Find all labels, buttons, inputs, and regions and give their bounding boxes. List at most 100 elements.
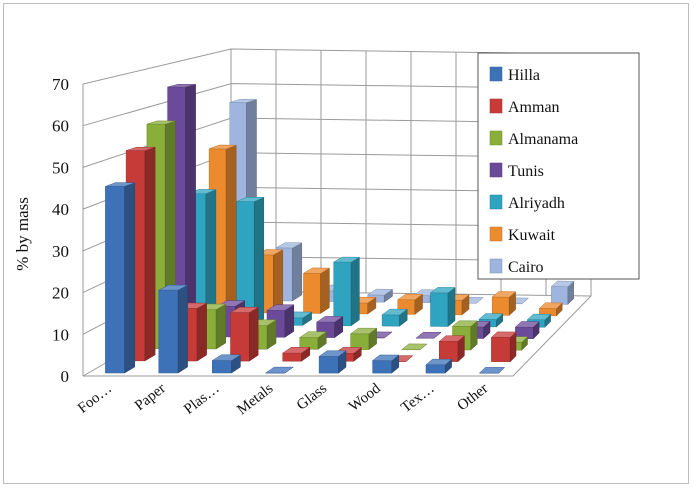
bar-side-face — [320, 267, 330, 314]
x-tick-label: Glass — [294, 380, 330, 413]
bar-side-face — [144, 146, 156, 362]
bar-top-face — [315, 316, 344, 323]
bar-top-face — [167, 84, 196, 88]
bar — [298, 331, 328, 350]
bar-top-face — [397, 293, 424, 301]
bar-top-face — [381, 308, 408, 316]
bar-top-face — [146, 120, 176, 125]
bar — [318, 350, 347, 374]
bar — [438, 335, 466, 363]
bar-chart-3d: 0 10 20 30 40 50 60 70 % by mass Foo… Paper Plas… Me… — [13, 48, 640, 418]
bar-top-face — [236, 196, 264, 202]
legend-swatch — [489, 66, 503, 82]
bar — [349, 327, 378, 351]
bar-top-face — [538, 302, 563, 309]
legend-swatch — [489, 130, 503, 146]
bar — [105, 182, 136, 374]
bar-top-face — [229, 98, 257, 103]
bar-front-face — [430, 292, 449, 327]
bar — [490, 331, 517, 363]
y-tick-label: 70 — [52, 75, 69, 94]
bar-side-face — [273, 249, 284, 314]
bar-top-face — [429, 287, 456, 294]
bar — [211, 354, 242, 374]
legend-swatch — [489, 98, 503, 114]
bar — [332, 256, 361, 327]
bar-top-face — [126, 146, 156, 151]
bar — [366, 288, 394, 303]
bar-top-face — [264, 366, 294, 374]
x-tick-label: Foo… — [75, 381, 115, 417]
bar-top-face — [302, 267, 331, 274]
bar — [264, 366, 294, 374]
bars — [105, 84, 575, 374]
bar-top-face — [266, 304, 295, 311]
bar-front-face — [105, 186, 125, 374]
bar — [400, 343, 428, 351]
bar-side-face — [124, 182, 136, 374]
bar-front-face — [303, 273, 321, 314]
bar-front-face — [230, 312, 250, 362]
bar — [381, 308, 408, 327]
bar — [514, 321, 540, 340]
legend: Hilla Amman Almanama Tunis Alriyadh Kuwait Cai… — [477, 52, 640, 280]
bar-top-face — [514, 321, 540, 328]
bar-top-face — [451, 320, 478, 327]
bar — [302, 267, 331, 314]
bar-top-face — [229, 306, 260, 313]
bar-top-face — [415, 331, 442, 339]
bar-front-face — [491, 337, 511, 362]
bar-top-face — [281, 347, 311, 354]
y-axis-title: % by mass — [13, 197, 32, 271]
bar-side-face — [350, 256, 360, 327]
bar — [158, 284, 188, 374]
x-tick-label: Wood — [346, 380, 384, 415]
bar — [538, 302, 563, 317]
bar-front-face — [425, 364, 446, 374]
bar-front-face — [318, 356, 339, 374]
bar-top-face — [478, 367, 506, 374]
bar-top-face — [550, 280, 575, 287]
bar-top-face — [298, 331, 328, 338]
bar-front-face — [491, 296, 510, 316]
bar-side-face — [215, 303, 226, 350]
bar-top-face — [318, 350, 347, 357]
bar-side-face — [253, 197, 265, 326]
legend-label: Kuwait — [508, 227, 556, 244]
floor-edge — [83, 295, 592, 377]
bar — [229, 306, 260, 362]
y-tick-label: 50 — [52, 158, 69, 177]
legend-swatch — [489, 258, 503, 274]
y-tick-label: 30 — [52, 242, 69, 261]
bar-top-face — [491, 291, 517, 298]
legend-swatch — [489, 194, 503, 210]
bar-top-face — [275, 242, 303, 249]
bar-front-face — [372, 360, 393, 374]
bar — [550, 280, 575, 305]
bar-side-face — [177, 284, 188, 374]
bar-top-face — [526, 313, 552, 321]
y-tick-label: 0 — [61, 367, 70, 386]
bar-top-face — [349, 327, 378, 335]
legend-label: Cairo — [508, 259, 544, 276]
bar-top-face — [490, 331, 517, 338]
bar-top-face — [400, 343, 428, 351]
bar-top-face — [371, 354, 400, 361]
bar-front-face — [158, 289, 179, 374]
x-tick-label: Paper — [132, 381, 169, 415]
legend-label: Tunis — [508, 163, 544, 180]
bar-top-face — [425, 358, 453, 366]
bar-top-face — [209, 144, 237, 150]
bar — [425, 358, 453, 374]
legend-box — [477, 52, 640, 280]
bar — [236, 196, 265, 326]
y-tick-label: 40 — [52, 200, 69, 219]
bar-side-face — [447, 286, 456, 328]
x-tick-label: Other — [455, 381, 492, 415]
bar-side-face — [292, 242, 303, 302]
x-tick-label: Metals — [234, 380, 276, 418]
bar-top-face — [211, 354, 242, 361]
bar-side-face — [249, 306, 259, 362]
chart-frame: 0 10 20 30 40 50 60 70 % by mass Foo… Paper Plas… Me… — [3, 3, 689, 484]
bar-front-face — [439, 341, 459, 362]
